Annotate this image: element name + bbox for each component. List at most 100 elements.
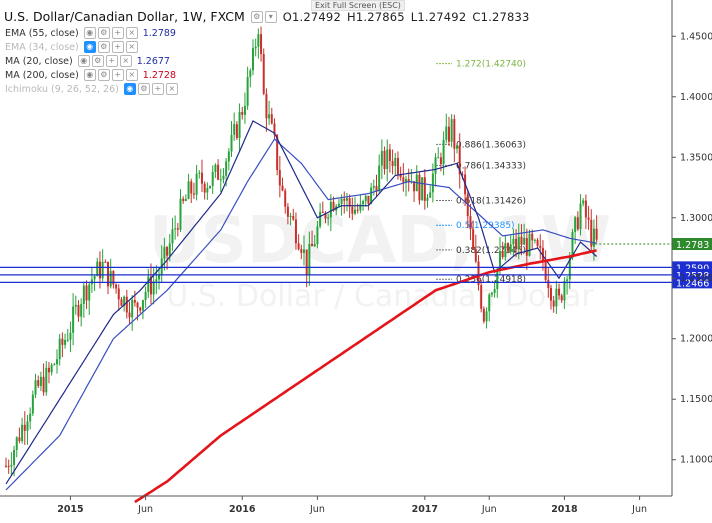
y-tick-label: 1.3000 [680, 213, 712, 224]
settings-icon[interactable]: ⚙ [97, 41, 110, 53]
candle-body [278, 170, 281, 186]
close-icon[interactable]: × [119, 55, 132, 67]
candle-body [547, 279, 550, 288]
indicator-row[interactable]: Ichimoku (9, 26, 52, 26) ◉ ⚙ + × [5, 83, 178, 95]
candle-body [364, 195, 367, 202]
candle-body [158, 274, 161, 280]
candle-body [429, 192, 432, 198]
candle-body [372, 186, 375, 188]
candle-body [182, 198, 185, 201]
candle-body [117, 288, 120, 300]
candle-body [394, 157, 397, 167]
settings-icon[interactable]: ⚙ [250, 10, 263, 23]
candle-body [388, 149, 391, 162]
y-tick-label: 1.4500 [680, 31, 712, 42]
close-icon[interactable]: × [125, 27, 138, 39]
header-buttons: ⚙ ▾ [250, 10, 277, 23]
eye-icon[interactable]: ◉ [83, 69, 96, 81]
candle-body [447, 126, 450, 142]
settings-icon[interactable]: ⚙ [97, 69, 110, 81]
indicator-label: MA (20, close) [5, 55, 73, 67]
candle-body [445, 126, 448, 140]
eye-icon[interactable]: ◉ [77, 55, 90, 67]
candle-body [286, 206, 289, 217]
candle-body [219, 179, 222, 181]
candle-body [544, 260, 547, 280]
candles [5, 26, 598, 477]
indicator-row[interactable]: MA (20, close) ◉ ⚙ + × 1.2677 [5, 55, 170, 67]
more-icon[interactable]: ▾ [264, 10, 277, 23]
indicator-row[interactable]: EMA (55, close) ◉ ⚙ + × 1.2789 [5, 27, 176, 39]
candle-body [47, 367, 50, 373]
candle-body [101, 261, 104, 279]
candle-body [284, 190, 287, 207]
indicator-buttons: ◉ ⚙ + × [83, 27, 138, 39]
add-icon[interactable]: + [105, 55, 118, 67]
indicator-value: 1.2728 [142, 69, 177, 81]
candle-body [7, 466, 10, 468]
eye-icon[interactable]: ◉ [123, 83, 136, 95]
candle-body [23, 424, 26, 431]
candle-body [501, 251, 504, 258]
candle-body [303, 249, 305, 253]
candle-body [166, 247, 169, 256]
exit-fullscreen-button[interactable]: Exit Full Screen (ESC) [311, 0, 405, 11]
close-icon[interactable]: × [125, 69, 138, 81]
close-icon[interactable]: × [165, 83, 178, 95]
candle-body [313, 243, 316, 247]
candle-body [254, 46, 257, 49]
candle-body [399, 174, 402, 178]
eye-icon[interactable]: ◉ [83, 27, 96, 39]
candle-body [329, 201, 332, 218]
candle-body [300, 249, 303, 253]
settings-icon[interactable]: ⚙ [97, 27, 110, 39]
candle-body [509, 244, 512, 252]
chart-header: U.S. Dollar/Canadian Dollar, 1W, FXCM ⚙ … [4, 9, 530, 24]
candle-body [200, 172, 203, 184]
candle-body [354, 209, 357, 214]
x-tick-label: 2015 [57, 504, 83, 515]
candle-body [15, 437, 18, 450]
add-icon[interactable]: + [151, 83, 164, 95]
candle-body [64, 340, 67, 345]
candle-body [504, 243, 507, 258]
candle-body [174, 228, 177, 230]
settings-icon[interactable]: ⚙ [91, 55, 104, 67]
add-icon[interactable]: + [111, 69, 124, 81]
candle-body [18, 437, 21, 442]
candle-body [555, 288, 558, 307]
candle-body [141, 300, 144, 311]
add-icon[interactable]: + [111, 41, 124, 53]
candle-body [5, 465, 7, 467]
candle-body [383, 150, 386, 170]
candle-body [31, 394, 34, 414]
candle-body [541, 247, 544, 261]
candle-body [439, 157, 442, 165]
high-value: H1.27865 [346, 9, 405, 24]
eye-icon[interactable]: ◉ [83, 41, 96, 53]
candle-body [115, 284, 118, 289]
indicator-row[interactable]: EMA (34, close) ◉ ⚙ + × [5, 41, 138, 53]
close-icon[interactable]: × [125, 41, 138, 53]
indicator-buttons: ◉ ⚙ + × [83, 41, 138, 53]
x-tick-label: Jun [631, 504, 647, 515]
indicator-row[interactable]: MA (200, close) ◉ ⚙ + × 1.2728 [5, 69, 176, 81]
candle-body [10, 464, 13, 467]
candle-body [276, 134, 279, 171]
candle-body [549, 287, 552, 301]
candle-body [136, 302, 139, 308]
candle-body [251, 48, 254, 71]
candle-body [61, 338, 64, 345]
candle-body [308, 243, 311, 276]
add-icon[interactable]: + [111, 27, 124, 39]
settings-icon[interactable]: ⚙ [137, 83, 150, 95]
symbol-title: U.S. Dollar/Canadian Dollar, 1W, FXCM [4, 9, 245, 24]
candle-body [498, 251, 501, 269]
candle-body [359, 204, 362, 211]
x-tick-label: 2018 [551, 504, 578, 515]
y-tick-label: 1.2000 [680, 334, 712, 345]
y-tick-label: 1.1000 [680, 455, 712, 466]
candle-body [582, 200, 585, 204]
